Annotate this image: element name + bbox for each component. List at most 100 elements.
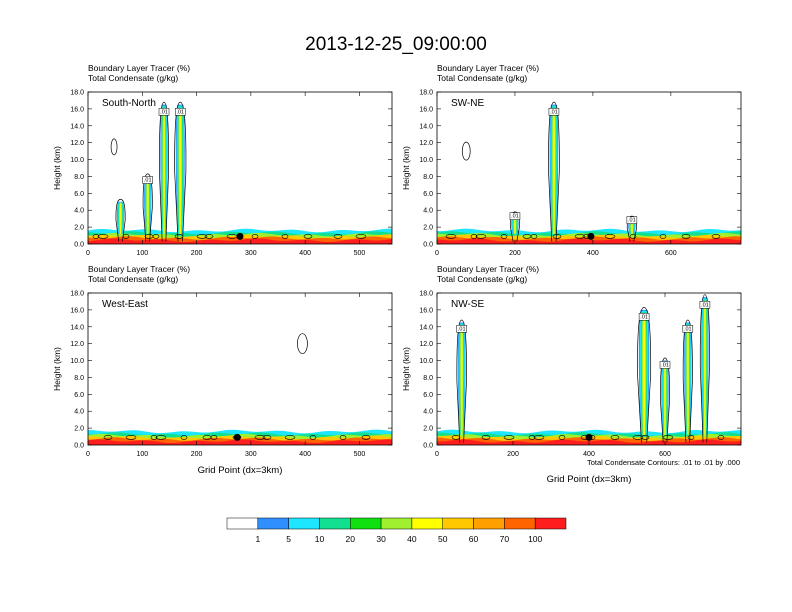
surface-contour [333,234,343,239]
colorbar: 1 5 10 20 30 40 50 60 70 100 [226,517,567,544]
colorbar-swatch [350,517,382,530]
condensate-contour [548,101,560,242]
condensate-contour [626,215,637,242]
surface-contour [558,435,566,440]
surface-contour [632,435,644,440]
plume-layer [119,203,122,234]
plume [660,357,670,443]
surface-contour [339,435,347,440]
plume-layer [460,326,463,435]
contour-label: .01 [640,314,648,320]
surface-contour [284,435,296,440]
panel-3: Boundary Layer Tracer (%)Total Condensat… [401,264,742,485]
contour-label: .01 [144,178,152,184]
contour-label: .01 [160,109,168,115]
tracer-band [88,238,392,244]
site-marker [585,433,593,441]
y-tick-label: 10.0 [419,157,433,164]
colorbar-label: 70 [500,534,510,544]
surface-contour [303,234,313,239]
contour-label-box [548,108,560,116]
surface-contour [210,435,218,440]
condensate-contour [115,198,126,242]
plume-layer [553,109,555,234]
contour-label: .01 [550,109,558,115]
surface-contour [681,234,691,239]
colorbar-label: 10 [315,534,325,544]
panel-label: NW-SE [451,299,484,310]
y-tick-label: 18.0 [419,90,433,97]
y-axis-label: Height (km) [401,347,411,391]
y-axis-label: Height (km) [401,146,411,190]
panel-label: SW-NE [451,98,484,109]
condensate-contour [637,307,652,443]
plume [456,319,467,443]
surface-contour [254,435,266,440]
y-tick-label: 6.0 [74,191,84,198]
plume-layer [514,215,516,234]
tracer-band [437,238,741,244]
surface-contour [445,234,457,239]
surface-contour [503,435,515,440]
surface-contour [174,234,184,239]
plot-frame [87,91,393,245]
cloud-contour [297,333,308,355]
cloud-contour [461,141,471,161]
surface-contour [204,234,214,239]
y-tick-label: 18.0 [70,291,84,298]
plume-layer [643,314,646,435]
y-tick-label: 2.0 [423,426,433,433]
x-tick-label: 100 [136,451,148,458]
colorbar-label: 100 [528,534,542,544]
contour-label-box [175,108,186,116]
plot-frame [436,292,742,446]
colorbar-swatch [473,517,505,530]
plume [115,198,126,242]
tracer-field [437,294,741,445]
y-tick-label: 4.0 [423,409,433,416]
condensate-contour [456,319,467,443]
y-tick-label: 0.0 [74,242,84,249]
x-tick-label: 400 [299,451,311,458]
panel-subtitle-condensate: Total Condensate (g/kg) [88,73,178,83]
colorbar-label: 60 [469,534,479,544]
site-marker [233,433,241,441]
x-tick-label: 600 [659,451,671,458]
surface-contour [574,234,586,239]
condensate-contour [682,319,693,443]
y-tick-label: 16.0 [419,307,433,314]
surface-contour [281,234,289,239]
surface-contour [152,234,160,239]
x-axis-label: Grid Point (dx=3km) [198,465,283,476]
contour-label: .01 [176,109,184,115]
y-tick-label: 10.0 [70,358,84,365]
contour-label-box [142,176,153,184]
y-tick-label: 4.0 [423,208,433,215]
y-tick-label: 14.0 [70,123,84,130]
plume [682,319,693,443]
y-tick-label: 14.0 [419,324,433,331]
surface-contour [251,234,259,239]
condensate-contour [699,294,710,443]
x-axis-label: Grid Point (dx=3km) [547,474,632,485]
colorbar-swatch [380,517,413,530]
condensate-contour [142,173,153,242]
x-tick-label: 200 [191,250,203,257]
surface-contour [528,435,536,440]
surface-contour [361,435,371,440]
colorbar-swatch [534,517,567,530]
colorbar-swatch [257,517,289,530]
plume-layer [179,109,182,234]
surface-contour [475,234,487,239]
surface-contour [470,234,478,239]
y-tick-label: 6.0 [423,191,433,198]
x-tick-label: 200 [191,451,203,458]
panels: Boundary Layer Tracer (%)Total Condensat… [52,63,742,485]
x-tick-label: 500 [354,451,366,458]
y-tick-label: 12.0 [70,341,84,348]
colorbar-label: 50 [438,534,448,544]
surface-contour [309,435,317,440]
plume [699,294,710,443]
y-tick-label: 18.0 [70,90,84,97]
